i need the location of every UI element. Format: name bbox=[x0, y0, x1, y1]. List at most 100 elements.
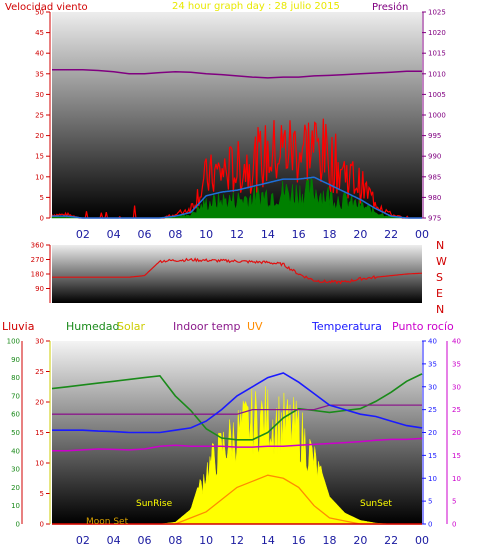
dewpoint-axis-tick-label: 40 bbox=[452, 338, 461, 346]
legend-temperatura: Temperatura bbox=[311, 320, 382, 333]
wind-axis-tick-label: 45 bbox=[35, 29, 44, 37]
compass-w: W bbox=[436, 255, 447, 268]
time-axis-tick-label: 22 bbox=[384, 228, 398, 241]
chart-title: 24 hour graph day : 28 julio 2015 bbox=[172, 1, 340, 12]
indoor-temp-line bbox=[52, 404, 422, 415]
wind-axis-tick-label: 40 bbox=[35, 50, 44, 58]
legend-solar: Solar bbox=[117, 320, 146, 333]
pressure-axis-tick-label: 1020 bbox=[428, 29, 446, 37]
direction-axis-tick-label: 180 bbox=[31, 271, 44, 279]
sunset-annotation: SunSet bbox=[360, 499, 392, 509]
uv-axis-tick-label: 25 bbox=[35, 368, 44, 376]
temp-axis-tick-label: 15 bbox=[428, 452, 437, 460]
uv-axis-tick-label: 30 bbox=[35, 338, 44, 346]
humidity-axis-tick-label: 100 bbox=[7, 338, 20, 346]
time-axis-tick-label: 10 bbox=[199, 534, 213, 547]
time-axis-tick-label: 02 bbox=[76, 534, 90, 547]
wind-axis-tick-label: 10 bbox=[35, 173, 44, 181]
compass-s: S bbox=[436, 271, 443, 284]
time-axis-tick-label: 08 bbox=[168, 534, 182, 547]
uv-axis-tick-label: 15 bbox=[35, 429, 44, 437]
temperature-line bbox=[52, 372, 423, 434]
dewpoint-axis-tick-label: 5 bbox=[452, 498, 456, 506]
dewpoint-axis-tick-label: 25 bbox=[452, 406, 461, 414]
pressure-line bbox=[52, 68, 422, 79]
temp-axis-tick-label: 40 bbox=[428, 338, 437, 346]
temp-axis-tick-label: 20 bbox=[428, 429, 437, 437]
time-axis-tick-label: 12 bbox=[230, 534, 244, 547]
time-axis-tick-label: 12 bbox=[230, 228, 244, 241]
pressure-label: Presión bbox=[372, 1, 408, 13]
pressure-axis-tick-label: 1010 bbox=[428, 70, 446, 78]
temp-axis-tick-label: 10 bbox=[428, 475, 437, 483]
humidity-axis-tick-label: 90 bbox=[11, 356, 20, 364]
wind-direction-line bbox=[52, 257, 423, 285]
time-axis-tick-label: 02 bbox=[76, 228, 90, 241]
wind-average-line bbox=[52, 176, 422, 219]
pressure-axis-tick-label: 1025 bbox=[428, 9, 446, 17]
legend-punto-rocio: Punto rocío bbox=[392, 320, 454, 333]
humidity-axis-tick-label: 40 bbox=[11, 447, 20, 455]
time-axis-tick-label: 20 bbox=[353, 228, 367, 241]
legend-humedad: Humedad bbox=[66, 320, 119, 333]
pressure-axis-tick-label: 975 bbox=[428, 215, 441, 223]
humidity-axis-tick-label: 10 bbox=[11, 502, 20, 510]
time-axis-tick-label: 06 bbox=[138, 534, 152, 547]
legend-lluvia: Lluvia bbox=[2, 320, 34, 333]
time-axis-tick-label: 22 bbox=[384, 534, 398, 547]
pressure-axis-tick-label: 995 bbox=[428, 132, 441, 140]
humidity-axis-tick-label: 70 bbox=[11, 392, 20, 400]
time-axis-tick-label: 10 bbox=[199, 228, 213, 241]
uv-axis-tick-label: 5 bbox=[40, 490, 44, 498]
time-axis-tick-label: 16 bbox=[292, 534, 306, 547]
time-axis-tick-label: 00 bbox=[415, 534, 429, 547]
humidity-axis-tick-label: 30 bbox=[11, 466, 20, 474]
direction-axis-tick-label: 360 bbox=[31, 242, 44, 250]
legend-bottom-chart: Lluvia Humedad Solar Indoor temp UV Temp… bbox=[2, 320, 454, 333]
wind-axis-tick-label: 0 bbox=[40, 215, 44, 223]
dewpoint-axis-tick-label: 35 bbox=[452, 360, 461, 368]
direction-axis-tick-label: 90 bbox=[35, 285, 44, 293]
sunrise-annotation: SunRise bbox=[136, 499, 173, 509]
pressure-axis-tick-label: 1005 bbox=[428, 91, 446, 99]
humidity-axis-tick-label: 50 bbox=[11, 429, 20, 437]
temp-axis-tick-label: 5 bbox=[428, 498, 432, 506]
temp-axis-tick-label: 35 bbox=[428, 360, 437, 368]
pressure-axis-tick-label: 980 bbox=[428, 194, 441, 202]
pressure-axis-tick-label: 1015 bbox=[428, 50, 446, 58]
temp-axis-tick-label: 0 bbox=[428, 521, 432, 529]
temp-axis-tick-label: 25 bbox=[428, 406, 437, 414]
uv-axis-tick-label: 10 bbox=[35, 460, 44, 468]
wind-axis-tick-label: 5 bbox=[40, 194, 44, 202]
compass-e: E bbox=[436, 287, 443, 300]
dewpoint-axis-tick-label: 30 bbox=[452, 383, 461, 391]
time-axis-tick-label: 20 bbox=[353, 534, 367, 547]
time-axis-tick-label: 04 bbox=[107, 534, 121, 547]
uv-axis-tick-label: 0 bbox=[40, 521, 44, 529]
wind-direction-plot-area bbox=[52, 245, 422, 303]
time-axis-tick-label: 08 bbox=[168, 228, 182, 241]
wind-axis-tick-label: 15 bbox=[35, 153, 44, 161]
wind-axis-tick-label: 35 bbox=[35, 70, 44, 78]
wind-axis-tick-label: 25 bbox=[35, 112, 44, 120]
time-axis-tick-label: 14 bbox=[261, 534, 275, 547]
dewpoint-axis-tick-label: 15 bbox=[452, 452, 461, 460]
time-axis-tick-label: 00 bbox=[415, 228, 429, 241]
compass-n-top: N bbox=[436, 239, 444, 252]
wind-direction-chart: 90 180 270 360 bbox=[31, 242, 423, 303]
pressure-axis-tick-label: 990 bbox=[428, 153, 441, 161]
compass-n-bottom: N bbox=[436, 303, 444, 316]
time-axis-tick-label: 18 bbox=[323, 228, 337, 241]
temp-axis-tick-label: 30 bbox=[428, 383, 437, 391]
direction-axis-tick-label: 270 bbox=[31, 256, 44, 264]
legend-uv: UV bbox=[247, 320, 263, 333]
time-axis-tick-label: 18 bbox=[323, 534, 337, 547]
wind-speed-label: Velocidad viento bbox=[5, 2, 88, 13]
humidity-axis-tick-label: 0 bbox=[16, 521, 20, 529]
time-axis-tick-label: 04 bbox=[107, 228, 121, 241]
wind-axis-tick-label: 30 bbox=[35, 91, 44, 99]
wind-axis-tick-label: 50 bbox=[35, 9, 44, 17]
